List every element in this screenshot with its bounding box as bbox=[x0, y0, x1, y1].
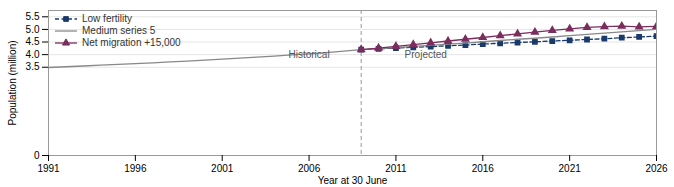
svg-text:2001: 2001 bbox=[211, 163, 234, 174]
svg-text:3.5: 3.5 bbox=[26, 61, 40, 72]
svg-text:2011: 2011 bbox=[385, 163, 407, 174]
html-text:Low fertility: Low fertility bbox=[82, 13, 132, 24]
svg-text:2006: 2006 bbox=[298, 163, 321, 174]
svg-text:Historical: Historical bbox=[289, 49, 330, 60]
html-text:Medium series 5: Medium series 5 bbox=[82, 25, 156, 36]
svg-text:Population (million): Population (million) bbox=[7, 40, 18, 125]
svg-text:0: 0 bbox=[34, 150, 40, 161]
svg-text:Projected: Projected bbox=[405, 49, 447, 60]
svg-text:2016: 2016 bbox=[472, 163, 495, 174]
svg-text:5.5: 5.5 bbox=[26, 11, 40, 22]
svg-text:1991: 1991 bbox=[37, 163, 60, 174]
svg-text:2026: 2026 bbox=[645, 163, 668, 174]
svg-text:1996: 1996 bbox=[124, 163, 147, 174]
html-text:Net migration +15,000: Net migration +15,000 bbox=[82, 37, 181, 48]
svg-text:5.0: 5.0 bbox=[26, 24, 40, 35]
svg-text:4.0: 4.0 bbox=[26, 49, 40, 60]
svg-text:Year at 30 June: Year at 30 June bbox=[318, 175, 388, 186]
svg-text:2021: 2021 bbox=[559, 163, 582, 174]
svg-text:4.5: 4.5 bbox=[26, 36, 40, 47]
